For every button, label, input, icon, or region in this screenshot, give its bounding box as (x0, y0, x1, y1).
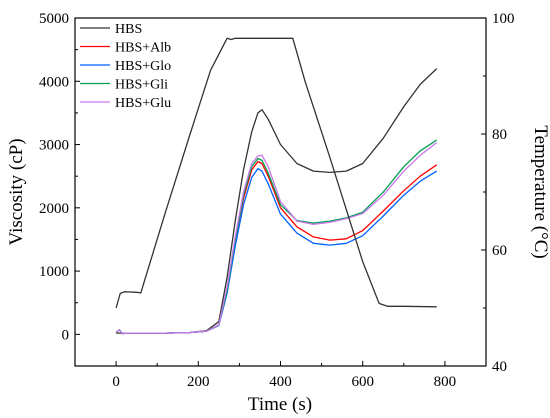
x-tick-label: 600 (351, 374, 374, 390)
y-left-tick-label: 2000 (39, 201, 69, 217)
y-left-axis-ticks: 0 1000 2000 3000 4000 5000 (39, 11, 80, 343)
y-right-tick-label: 80 (492, 127, 507, 143)
y-right-tick-label: 60 (492, 243, 507, 259)
x-tick-label: 0 (112, 374, 120, 390)
legend: HBS HBS+Alb HBS+Glo HBS+Gli HBS+Glu (80, 22, 171, 111)
y-left-tick-label: 0 (62, 327, 70, 343)
y-left-tick-label: 5000 (39, 11, 69, 27)
series-line-hbs-alb (115, 160, 438, 335)
legend-label-hbs: HBS (115, 22, 142, 37)
x-tick-label: 400 (269, 374, 292, 390)
y-left-tick-label: 4000 (39, 74, 69, 90)
y-left-tick-label: 1000 (39, 264, 69, 280)
y-right-tick-label: 100 (492, 11, 515, 27)
y-right-tick-label: 40 (492, 359, 507, 375)
legend-label-hbs-glo: HBS+Glo (115, 59, 171, 74)
y-left-axis-title: Viscosity (cP) (6, 138, 27, 245)
series-line-hbs-glu (115, 142, 438, 335)
y-right-axis-ticks: 40 60 80 100 (481, 11, 515, 375)
y-right-axis-title: Temperature (°C) (530, 125, 550, 258)
x-axis-title: Time (s) (248, 394, 312, 415)
series-line-temperature (115, 37, 437, 309)
series-line-hbs-gli (115, 139, 438, 335)
legend-label-hbs-gli: HBS+Gli (115, 78, 168, 93)
x-axis-ticks: 0 200 400 600 800 (74, 361, 487, 390)
series-layer (115, 37, 438, 335)
x-tick-label: 200 (187, 374, 210, 390)
legend-label-hbs-glu: HBS+Glu (115, 96, 171, 111)
y-left-tick-label: 3000 (39, 138, 69, 154)
x-tick-label: 800 (434, 374, 457, 390)
legend-label-hbs-alb: HBS+Alb (115, 41, 171, 56)
